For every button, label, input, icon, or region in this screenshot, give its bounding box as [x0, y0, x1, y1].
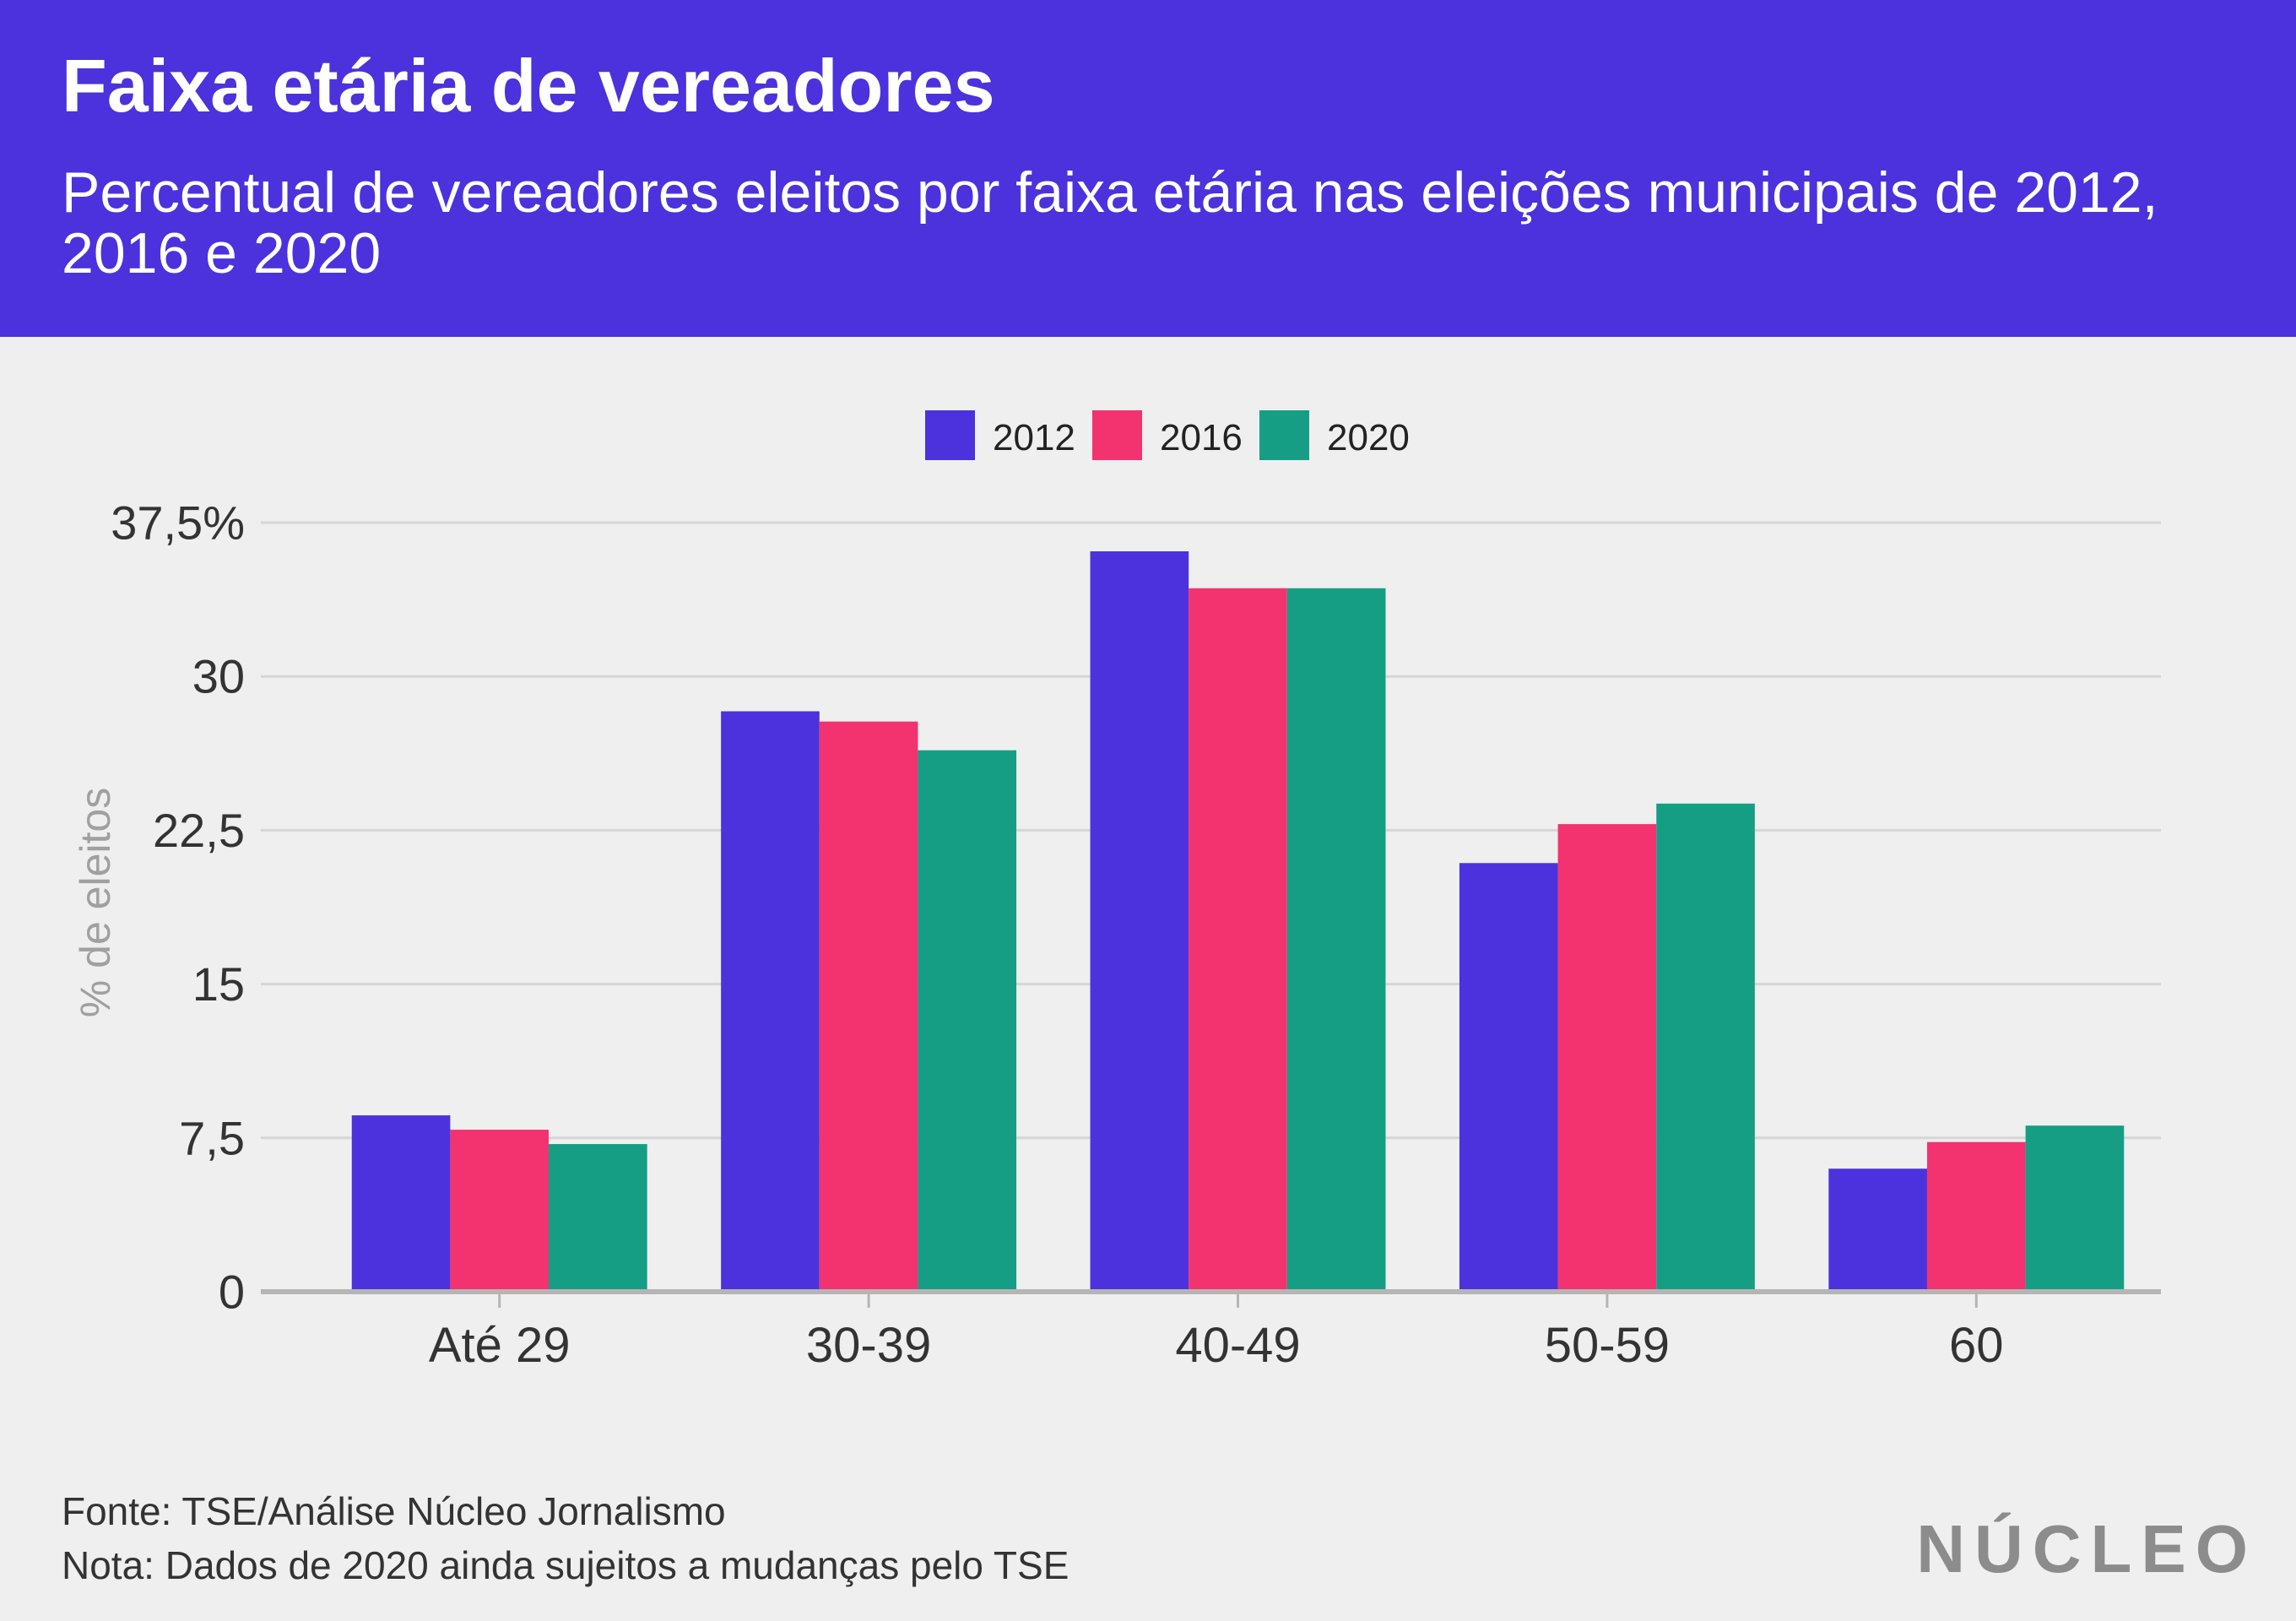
bars: [351, 551, 2125, 1292]
legend-swatch-2012: [925, 410, 975, 460]
chart-title: Faixa etária de vereadores: [62, 44, 995, 127]
y-tick-label: 7,5: [179, 1111, 245, 1164]
legend-swatch-2016: [1092, 410, 1142, 460]
y-tick-label: 37,5%: [111, 496, 245, 550]
header: Faixa etária de vereadores Percentual de…: [0, 0, 2296, 337]
x-tick-label: 60: [1949, 1318, 2004, 1373]
legend-label-2016: 2016: [1160, 417, 1243, 458]
y-axis-tick-labels: 0 7,5 15 22,5 30 37,5%: [111, 496, 245, 1319]
bar-2016-40-49: [1189, 588, 1287, 1292]
x-tick-label: 50-59: [1545, 1318, 1670, 1373]
bar-2016-30-39: [819, 721, 918, 1292]
bar-2012-50-59: [1459, 863, 1558, 1292]
footer: Fonte: TSE/Análise Núcleo Jornalismo Not…: [62, 1484, 1069, 1592]
bar-2016-60: [1926, 1141, 2026, 1292]
x-tick-label: 40-49: [1175, 1318, 1300, 1373]
bar-2016-50-59: [1557, 824, 1657, 1292]
x-axis: Até 29 30-39 40-49 50-59 60: [261, 1289, 2161, 1373]
y-tick-label: 0: [219, 1266, 245, 1319]
y-tick-label: 30: [192, 650, 245, 703]
chart-subtitle: Percentual de vereadores eleitos por fai…: [62, 160, 2158, 285]
bar-2020-ate-29: [549, 1144, 647, 1292]
y-tick-label: 22,5: [153, 804, 245, 857]
bar-2020-40-49: [1286, 588, 1386, 1292]
legend-label-2012: 2012: [993, 417, 1075, 458]
y-axis-label: % de eleitos: [72, 788, 119, 1017]
bar-2012-30-39: [721, 711, 820, 1292]
bar-2012-ate-29: [351, 1115, 451, 1292]
bar-2020-30-39: [918, 750, 1017, 1292]
source-note: Fonte: TSE/Análise Núcleo Jornalismo: [62, 1489, 726, 1533]
brand-logo: NÚCLEO: [1916, 1511, 2257, 1586]
legend-swatch-2020: [1259, 410, 1309, 460]
bar-2020-50-59: [1656, 803, 1755, 1292]
legend-label-2020: 2020: [1327, 417, 1410, 458]
x-tick-label: 30-39: [806, 1318, 931, 1373]
bar-2012-40-49: [1090, 551, 1189, 1292]
y-tick-label: 15: [192, 957, 245, 1011]
bar-2020-60: [2025, 1125, 2125, 1292]
data-note: Nota: Dados de 2020 ainda sujeitos a mud…: [62, 1543, 1069, 1587]
x-tick-label: Até 29: [429, 1318, 571, 1373]
legend: 2012 2016 2020: [925, 410, 1410, 460]
bar-2016-ate-29: [450, 1130, 550, 1292]
bar-2012-60: [1828, 1168, 1927, 1292]
